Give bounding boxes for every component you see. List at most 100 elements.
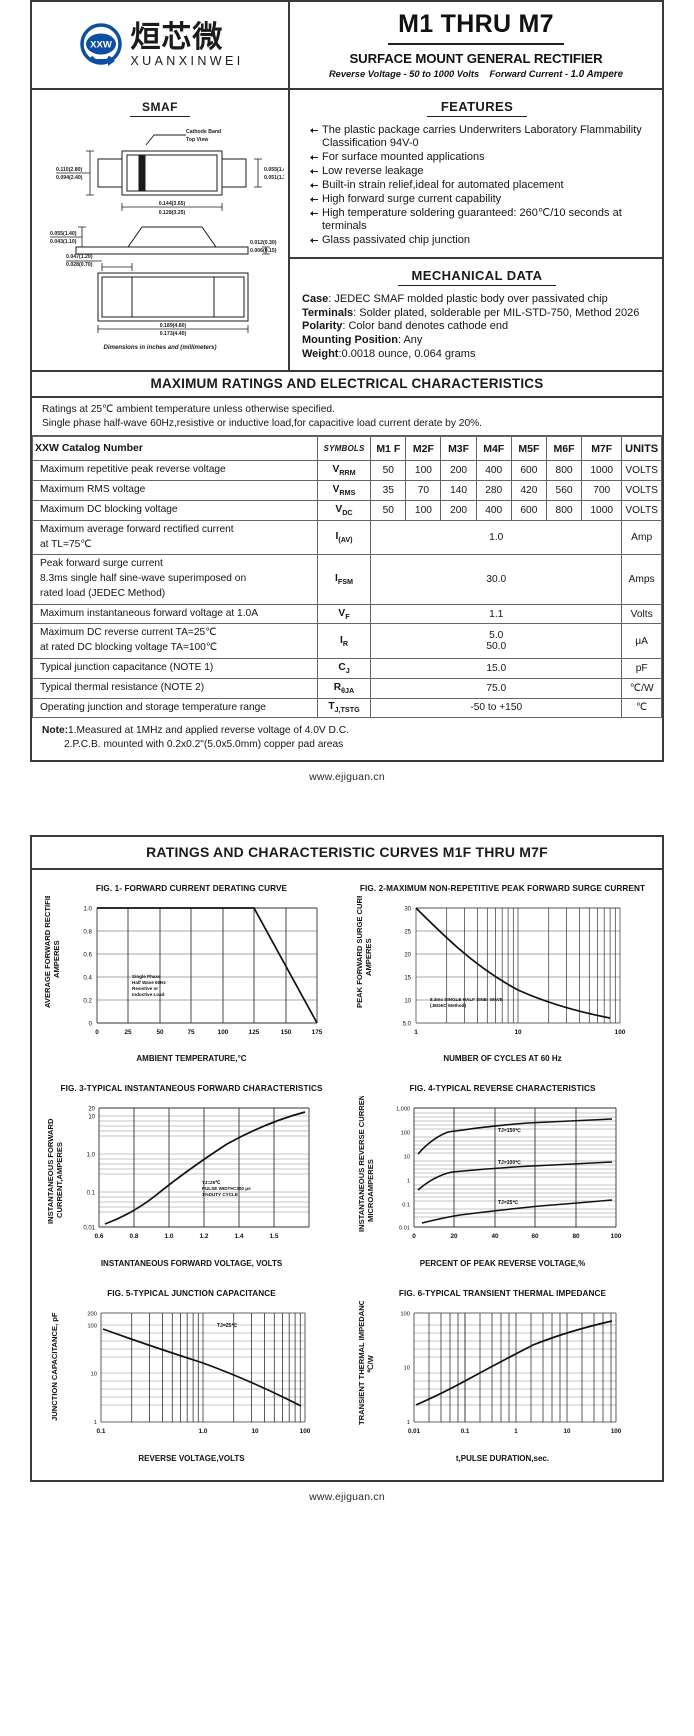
row-desc: Maximum repetitive peak reverse voltage: [32, 460, 318, 482]
title-block: M1 THRU M7 SURFACE MOUNT GENERAL RECTIFI…: [290, 2, 662, 88]
fig4-xtick: 100: [610, 1233, 621, 1240]
cell-value-span: 5.0 50.0: [370, 623, 623, 659]
row-desc: Operating junction and storage temperatu…: [32, 697, 318, 719]
fig2-xtick: 100: [614, 1029, 625, 1036]
table-row: Maximum DC blocking voltage VDC 50 100 2…: [32, 499, 662, 521]
cell-value: 50: [370, 460, 407, 482]
mech-sep: :: [397, 334, 404, 347]
fig1-ytick: 0.4: [83, 975, 92, 982]
table-row: Typical thermal resistance (NOTE 2) RθJA…: [32, 677, 662, 699]
fig1-ytick: 0.8: [83, 929, 92, 936]
col-part-m2f: M2F: [405, 436, 442, 462]
features-panel: FEATURES The plastic package carries Und…: [290, 90, 662, 257]
fig5-svg: JUNCTION CAPACITANCE, pF: [50, 1312, 311, 1436]
package-drawing: Cathode Band Top View 0.110(2.80) 0.094(…: [36, 121, 284, 336]
feature-item: For surface mounted applications: [310, 151, 652, 164]
fig1-annotation: Single Phase: [132, 974, 161, 979]
fig4-title: FIG. 4-TYPICAL REVERSE CHARACTERISTICS: [409, 1083, 596, 1093]
fig3-ylabel-l1: INSTANTANEOUS FORWARD: [46, 1118, 55, 1224]
fig5-ytick: 1: [93, 1420, 96, 1426]
fig5-annotation: TJ=25℃: [217, 1322, 237, 1329]
cell-value: 800: [545, 499, 583, 521]
cell-unit: μA: [621, 623, 662, 659]
table-row: Operating junction and storage temperatu…: [32, 697, 662, 719]
dim-side-top: 0.055(1.40): [50, 231, 77, 237]
cell-value: 1000: [581, 460, 623, 482]
dim-height-top: 0.110(2.80): [56, 167, 83, 173]
row-symbol: IFSM: [316, 554, 372, 605]
fig1-xtick: 100: [217, 1029, 228, 1036]
ratings-band-title: MAXIMUM RATINGS AND ELECTRICAL CHARACTER…: [32, 372, 662, 399]
dim-len-bot: 0.173(4.40): [160, 331, 187, 336]
dim-width-bot: 0.128(3.25): [159, 210, 186, 216]
diamond-bullet-icon: [310, 154, 318, 161]
mech-label: Terminals: [302, 306, 354, 319]
cell-value: 35: [370, 480, 407, 501]
fig4-svg: INSTANTANEOUS REVERSE CURRENT, MICROAMPE…: [357, 1096, 622, 1240]
spec-reverse-voltage: Reverse Voltage - 50 to 1000 Volts: [328, 69, 480, 79]
fig4-xtick: 0: [412, 1233, 416, 1240]
chart-fig3: FIG. 3-TYPICAL INSTANTANEOUS FORWARD CHA…: [37, 1078, 347, 1269]
fig5-title: FIG. 5-TYPICAL JUNCTION CAPACITANCE: [107, 1288, 276, 1298]
datasheet-page-1: XXW 烜芯微 XUANXINWEI M1 THRU M7 SURFACE MO…: [30, 0, 664, 763]
row-desc-line: 8.3ms single half sine-wave superimposed…: [40, 573, 247, 585]
fig6-xlabel: t,PULSE DURATION,sec.: [455, 1454, 550, 1464]
cell-value: 100: [405, 460, 442, 482]
cell-unit: ℃/W: [621, 677, 662, 699]
mechanical-panel: MECHANICAL DATA Case: JEDEC SMAF molded …: [290, 257, 662, 370]
cell-unit: pF: [621, 658, 662, 679]
spec-forward-current: Forward Current -: [489, 69, 568, 79]
feature-text: For surface mounted applications: [322, 151, 485, 164]
cell-unit: VOLTS: [621, 460, 662, 482]
cell-value: 400: [475, 499, 512, 521]
diamond-bullet-icon: [310, 237, 318, 244]
row-desc-line: at rated DC blocking voltage TA=100℃: [40, 642, 218, 654]
fig4-xtick: 20: [450, 1233, 458, 1240]
fig6-xtick: 0.1: [460, 1428, 469, 1435]
table-row: Peak forward surge current 8.3ms single …: [32, 554, 662, 605]
row-desc: Maximum RMS voltage: [32, 480, 318, 501]
cell-value-line: 50.0: [486, 641, 507, 653]
fig2-ytick: 20: [404, 953, 411, 959]
fig6-ylabel-l1: TRANSIENT THERMAL IMPEDANCE,: [357, 1301, 366, 1425]
row-symbol: VRMS: [316, 480, 372, 501]
mechanical-row: Polarity: Color band denotes cathode end: [302, 320, 652, 334]
dim-right-bot: 0.051(1.30): [264, 175, 284, 181]
fig5-xlabel: REVERSE VOLTAGE,VOLTS: [138, 1454, 245, 1464]
fig4-series-label: TJ=150℃: [498, 1127, 521, 1134]
chart-fig4: FIG. 4-TYPICAL REVERSE CHARACTERISTICS I…: [348, 1078, 658, 1269]
fig4-ylabel-l2: MICROAMPERES: [366, 1159, 375, 1222]
page-title: M1 THRU M7: [388, 10, 564, 45]
fig4-ytick: 1,000: [396, 1107, 410, 1113]
dim-side-bot: 0.043(1.10): [50, 239, 77, 245]
row-desc: Maximum DC reverse current TA=25℃ at rat…: [32, 623, 318, 659]
fig5-ylabel: JUNCTION CAPACITANCE, pF: [50, 1312, 59, 1421]
row-desc-line: Maximum average forward rectified curren…: [40, 523, 234, 535]
feature-text: The plastic package carries Underwriters…: [322, 124, 642, 150]
fig4-ylabel-l1: INSTANTANEOUS REVERSE CURRENT,: [357, 1096, 366, 1232]
fig3-title: FIG. 3-TYPICAL INSTANTANEOUS FORWARD CHA…: [60, 1083, 323, 1093]
diamond-bullet-icon: [310, 196, 318, 203]
fig1-xtick: 25: [124, 1029, 132, 1036]
row-symbol: I(AV): [316, 519, 372, 556]
cell-value-span: -50 to +150: [370, 697, 623, 719]
table-row: Typical junction capacitance (NOTE 1) CJ…: [32, 658, 662, 679]
note-2: 2.P.C.B. mounted with 0.2x0.2"(5.0x5.0mm…: [64, 739, 344, 751]
mechanical-heading: MECHANICAL DATA: [397, 268, 557, 287]
cell-unit: Amp: [621, 519, 662, 556]
fig3-annotation: PULSE WIDTH=300 μs: [202, 1186, 251, 1191]
page-subtitle: SURFACE MOUNT GENERAL RECTIFIER: [349, 51, 603, 66]
mech-sep: :: [342, 320, 349, 333]
cell-value: 560: [545, 480, 583, 501]
cell-value: 200: [440, 499, 477, 521]
fig6-ytick: 10: [403, 1366, 409, 1372]
fig1-annotation: Inductive Load: [132, 992, 165, 997]
fig6-xtick: 10: [563, 1428, 570, 1435]
cell-value: 200: [440, 460, 477, 482]
mech-label: Case: [302, 293, 329, 306]
dim-cathode-band-l2: Top View: [186, 137, 209, 143]
fig1-xtick: 125: [248, 1029, 259, 1036]
row-symbol: VDC: [316, 499, 372, 521]
cell-unit: Volts: [621, 603, 662, 625]
cell-unit: VOLTS: [621, 480, 662, 501]
